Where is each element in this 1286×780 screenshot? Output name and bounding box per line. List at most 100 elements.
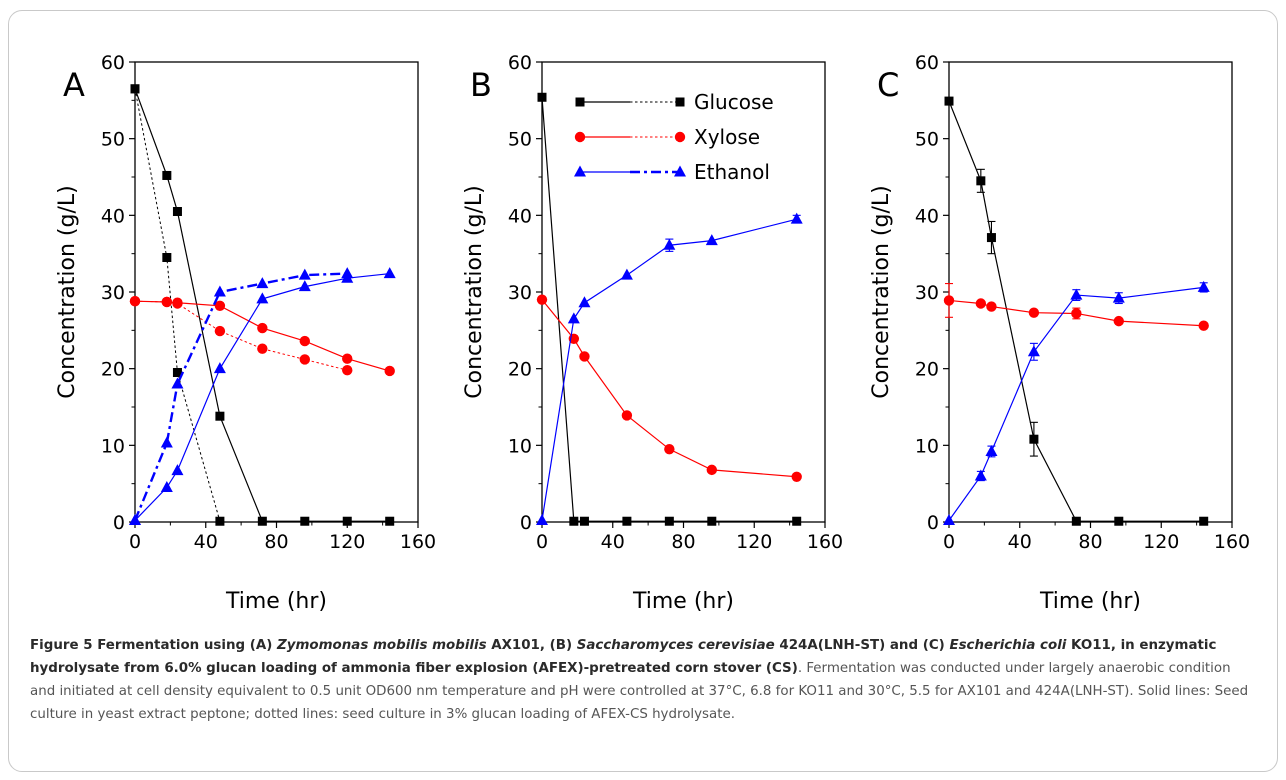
series-ethanol-solid: [943, 280, 1210, 525]
data-point-square: [215, 516, 225, 526]
legend-marker-circle: [574, 131, 586, 143]
series-glucose-solid: [537, 92, 802, 526]
y-tick-label: 50: [101, 129, 125, 151]
caption-species-b: Saccharomyces cerevisiae: [576, 638, 775, 653]
data-point-square: [1114, 516, 1124, 526]
x-tick-label: 160: [807, 531, 843, 553]
caption-body: . Fermentation was conducted under large…: [30, 661, 1249, 722]
series-line: [134, 88, 390, 522]
data-point-circle: [706, 464, 717, 476]
legend: Glucose Xylose Ethanol: [574, 90, 774, 184]
data-point-circle: [664, 443, 675, 455]
chart-panel-c: 0 40 80 120 160 0 10 20 30 40 50 60 Time (hr) Concent…: [869, 52, 1250, 614]
data-point-square: [1199, 516, 1209, 526]
data-point-triangle: [171, 377, 184, 389]
y-tick-label: 30: [508, 282, 532, 304]
x-tick-label: 80: [671, 531, 695, 553]
caption-text: AX101, (B): [486, 638, 577, 653]
data-point-triangle: [567, 312, 580, 324]
data-point-square: [342, 516, 352, 526]
series-glucose-dotted: [130, 84, 225, 526]
y-tick-label: 20: [508, 359, 532, 381]
caption-species-a: Zymomonas mobilis mobilis: [277, 638, 487, 653]
data-point-square: [130, 84, 140, 94]
caption-species-c: Escherichia coli: [949, 638, 1067, 653]
chart-panel-a: 0 40 80 120 160 0 10 20 30 40 50 60 Time (hr) Concent…: [55, 52, 436, 614]
y-tick-label: 10: [508, 435, 532, 457]
legend-marker-triangle: [574, 165, 586, 177]
data-point-triangle: [790, 212, 803, 224]
data-point-square: [537, 92, 547, 102]
y-tick-label: 40: [915, 205, 939, 227]
data-point-square: [300, 516, 310, 526]
data-point-circle: [384, 365, 395, 377]
data-point-circle: [214, 300, 226, 311]
data-point-triangle: [985, 444, 998, 456]
data-point-square: [944, 96, 954, 106]
data-point-circle: [791, 471, 802, 482]
y-tick-label: 60: [101, 52, 125, 74]
data-point-circle: [161, 296, 173, 308]
y-tick-label: 30: [915, 282, 939, 304]
data-point-triangle: [160, 481, 173, 492]
legend-entry-xylose: Xylose: [574, 125, 760, 149]
data-point-circle: [1028, 307, 1040, 318]
data-point-square: [162, 253, 172, 262]
data-point-square: [1029, 434, 1039, 444]
data-point-circle: [299, 354, 310, 365]
data-point-square: [664, 516, 674, 526]
y-tick-label: 40: [508, 205, 532, 227]
data-point-triangle: [1112, 291, 1125, 303]
x-tick-label: 80: [264, 531, 288, 553]
data-point-triangle: [943, 513, 955, 525]
series-ethanol-dashdot: [129, 267, 354, 525]
data-point-square: [622, 516, 632, 526]
y-tick-label: 0: [520, 512, 532, 534]
legend-marker-square: [675, 97, 685, 107]
data-point-circle: [1198, 320, 1209, 331]
data-point-circle: [299, 335, 310, 347]
series-line: [541, 218, 797, 521]
data-point-square: [579, 516, 589, 526]
data-point-triangle: [536, 513, 548, 525]
data-point-circle: [986, 301, 997, 312]
caption-text: Fermentation using (A): [92, 638, 278, 653]
series-line: [134, 300, 348, 371]
x-tick-label: 160: [400, 531, 436, 553]
data-point-circle: [536, 294, 548, 305]
data-point-square: [257, 516, 267, 526]
x-axis-label: Time (hr): [632, 589, 734, 614]
data-point-triangle: [1070, 288, 1083, 300]
series-line: [134, 88, 221, 522]
plot-frame: [541, 61, 826, 523]
data-point-triangle: [341, 267, 354, 279]
series-xylose-solid: [536, 294, 802, 482]
data-point-triangle: [974, 469, 987, 481]
data-point-triangle: [129, 513, 141, 525]
panel-label: A: [63, 66, 85, 104]
data-point-square: [976, 176, 986, 186]
y-tick-label: 30: [101, 282, 125, 304]
x-axis-label: Time (hr): [1039, 589, 1141, 614]
y-tick-label: 60: [508, 52, 532, 74]
data-point-circle: [129, 296, 141, 307]
series-xylose-dotted: [129, 296, 353, 376]
data-point-square: [162, 170, 172, 180]
panel-label: C: [877, 66, 899, 104]
data-point-circle: [975, 298, 987, 309]
data-point-triangle: [171, 464, 184, 476]
x-tick-label: 120: [329, 531, 365, 553]
data-point-triangle: [298, 280, 311, 292]
x-tick-label: 160: [1214, 531, 1250, 553]
chart-panel-b: 0 40 80 120 160 0 10 20 30 40 50 60 Time (hr) Concent…: [462, 52, 843, 614]
y-tick-label: 40: [101, 205, 125, 227]
series-xylose-solid: [129, 296, 395, 377]
y-tick-label: 0: [927, 512, 939, 534]
legend-marker-triangle: [674, 165, 686, 177]
data-point-triangle: [1197, 280, 1210, 292]
legend-marker-circle: [674, 131, 686, 143]
y-axis-label: Concentration (g/L): [869, 185, 894, 398]
data-point-square: [569, 516, 579, 526]
series-xylose-solid: [943, 283, 1209, 331]
x-tick-label: 120: [1143, 531, 1179, 553]
